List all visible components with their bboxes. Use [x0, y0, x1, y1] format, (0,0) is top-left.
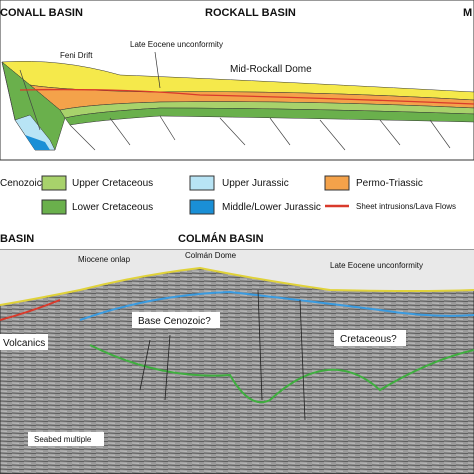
header: BASIN: [0, 233, 34, 245]
legend-label: Lower Cretaceous: [72, 202, 153, 213]
label: Volcanics: [3, 338, 45, 349]
label: Colmán Dome: [185, 251, 237, 260]
label: Late Eocene unconformity: [330, 261, 423, 270]
label: Seabed multiple: [34, 435, 92, 444]
header: M: [463, 7, 472, 19]
header: COLMÁN BASIN: [178, 232, 264, 245]
header: ROCKALL BASIN: [205, 7, 296, 19]
legend-label: Middle/Lower Jurassic: [222, 202, 321, 213]
label: Miocene onlap: [78, 255, 131, 264]
label: Cretaceous?: [340, 334, 397, 345]
seismic-section: BASIN COLMÁN BASIN Colmán Dome Miocene o…: [0, 232, 474, 474]
legend: Cenozoic Upper Cretaceous Lower Cretaceo…: [0, 175, 456, 215]
legend-label: Cenozoic: [0, 178, 42, 189]
legend-label: Sheet intrusions/Lava Flows: [356, 202, 456, 211]
header: CONALL BASIN: [0, 7, 83, 19]
label: Mid-Rockall Dome: [230, 64, 312, 75]
cross-section: CONALL BASIN ROCKALL BASIN M Feni Drift …: [0, 0, 474, 161]
legend-label: Upper Cretaceous: [72, 178, 153, 189]
label-line: Late Eocene unconformity: [130, 40, 223, 49]
legend-label: Upper Jurassic: [222, 178, 289, 189]
legend-label: Permo-Triassic: [356, 178, 423, 189]
label: Feni Drift: [60, 51, 93, 60]
label: Base Cenozoic?: [138, 316, 211, 327]
label: Late Eocene unconformity: [130, 40, 223, 49]
